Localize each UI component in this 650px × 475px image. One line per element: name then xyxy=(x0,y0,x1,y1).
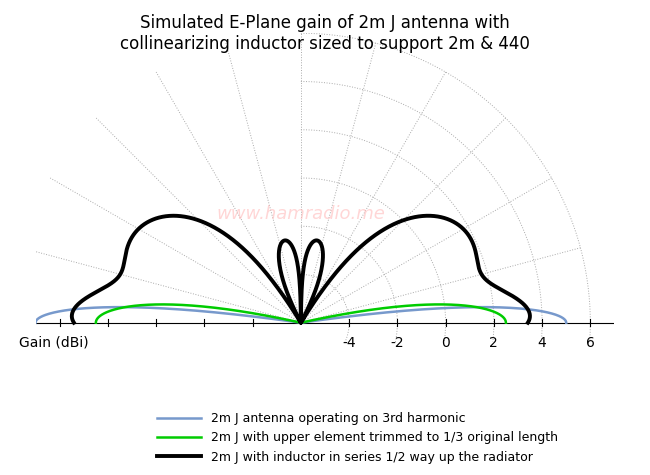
Text: www.hamradio.me: www.hamradio.me xyxy=(216,205,385,223)
Text: Simulated E-Plane gain of 2m J antenna with
collinearizing inductor sized to sup: Simulated E-Plane gain of 2m J antenna w… xyxy=(120,14,530,53)
Text: 4: 4 xyxy=(538,336,547,350)
Text: -2: -2 xyxy=(391,336,404,350)
Text: Gain (dBi): Gain (dBi) xyxy=(19,336,88,350)
Text: -4: -4 xyxy=(343,336,356,350)
Text: 2: 2 xyxy=(489,336,498,350)
Legend: 2m J antenna operating on 3rd harmonic, 2m J with upper element trimmed to 1/3 o: 2m J antenna operating on 3rd harmonic, … xyxy=(152,407,563,469)
Text: 0: 0 xyxy=(441,336,450,350)
Text: 6: 6 xyxy=(586,336,595,350)
